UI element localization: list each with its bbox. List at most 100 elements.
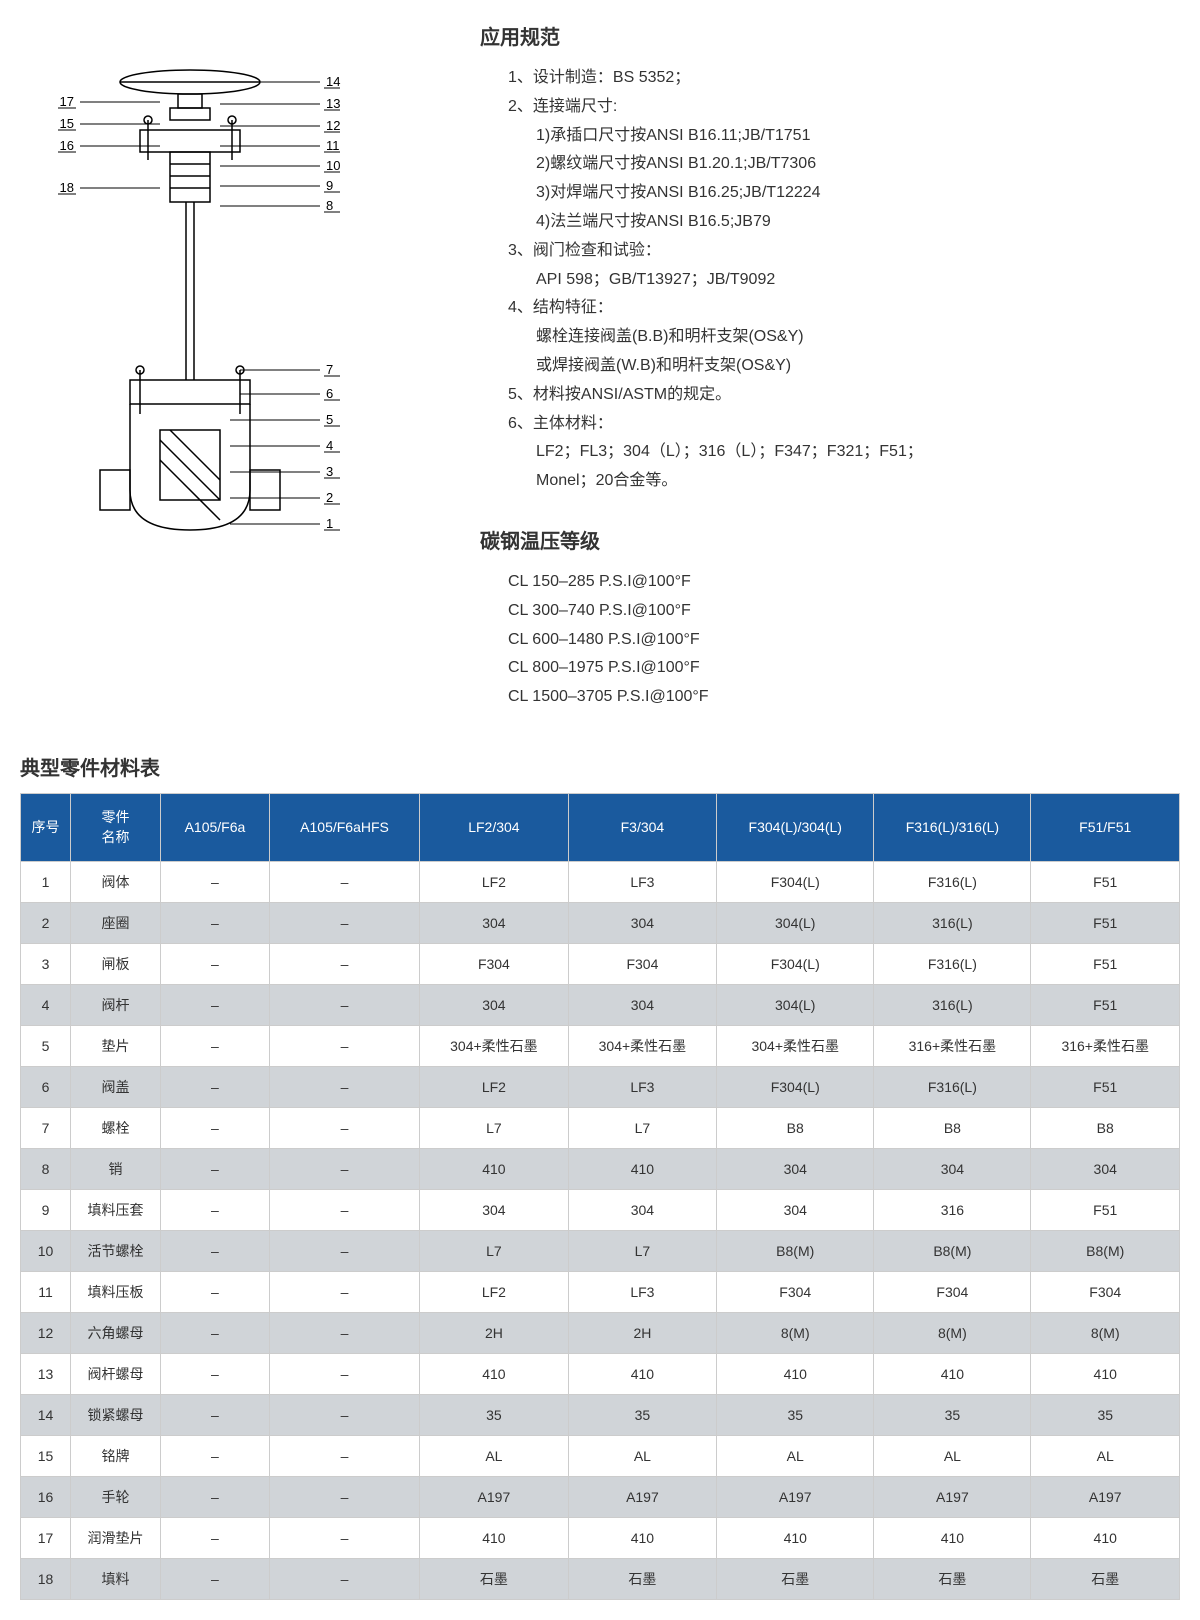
table-cell: F51 xyxy=(1031,944,1180,985)
table-row: 4阀杆––304304304(L)316(L)F51 xyxy=(21,985,1180,1026)
callout-label: 13 xyxy=(326,96,340,111)
table-cell: 35 xyxy=(420,1395,569,1436)
table-cell: – xyxy=(161,1395,270,1436)
table-row: 18填料––石墨石墨石墨石墨石墨 xyxy=(21,1559,1180,1600)
table-cell: – xyxy=(269,1436,419,1477)
table-cell: 活节螺栓 xyxy=(71,1231,161,1272)
table-cell: LF3 xyxy=(568,1272,717,1313)
spec-subitem: Monel；20合金等。 xyxy=(480,467,1180,496)
table-header: 零件名称 xyxy=(71,793,161,861)
table-cell: 316 xyxy=(874,1190,1031,1231)
temp-line: CL 1500–3705 P.S.I@100°F xyxy=(480,683,1180,712)
table-cell: A197 xyxy=(568,1477,717,1518)
callout-label: 14 xyxy=(326,74,340,89)
table-cell: – xyxy=(269,944,419,985)
spec-item: 5、材料按ANSI/ASTM的规定。 xyxy=(480,381,1180,410)
spec-item: 3、阀门检查和试验： xyxy=(480,237,1180,266)
table-cell: – xyxy=(269,1026,419,1067)
table-cell: 410 xyxy=(874,1354,1031,1395)
table-cell: F316(L) xyxy=(874,1067,1031,1108)
table-row: 5垫片––304+柔性石墨304+柔性石墨304+柔性石墨316+柔性石墨316… xyxy=(21,1026,1180,1067)
spec-item: 6、主体材料： xyxy=(480,410,1180,439)
table-cell: LF3 xyxy=(568,862,717,903)
spec-subitem: 3)对焊端尺寸按ANSI B16.25;JB/T12224 xyxy=(480,179,1180,208)
table-cell: F51 xyxy=(1031,862,1180,903)
table-header: LF2/304 xyxy=(420,793,569,861)
table-cell: L7 xyxy=(568,1108,717,1149)
table-cell: – xyxy=(161,1354,270,1395)
table-cell: – xyxy=(161,1190,270,1231)
table-cell: – xyxy=(161,1477,270,1518)
callout-label: 8 xyxy=(326,198,333,213)
spec-subitem: 1)承插口尺寸按ANSI B16.11;JB/T1751 xyxy=(480,122,1180,151)
table-row: 11填料压板––LF2LF3F304F304F304 xyxy=(21,1272,1180,1313)
table-row: 6阀盖––LF2LF3F304(L)F316(L)F51 xyxy=(21,1067,1180,1108)
table-cell: 阀杆螺母 xyxy=(71,1354,161,1395)
table-cell: 304+柔性石墨 xyxy=(717,1026,874,1067)
table-cell: F51 xyxy=(1031,1190,1180,1231)
table-cell: A197 xyxy=(420,1477,569,1518)
table-cell: – xyxy=(269,1149,419,1190)
table-cell: 304 xyxy=(420,1190,569,1231)
table-cell: F304 xyxy=(1031,1272,1180,1313)
table-cell: L7 xyxy=(420,1108,569,1149)
spec-subitem: API 598；GB/T13927；JB/T9092 xyxy=(480,266,1180,295)
spec-subitem: LF2；FL3；304（L）；316（L）；F347；F321；F51； xyxy=(480,438,1180,467)
table-cell: A197 xyxy=(874,1477,1031,1518)
table-row: 8销––410410304304304 xyxy=(21,1149,1180,1190)
table-cell: 13 xyxy=(21,1354,71,1395)
table-cell: – xyxy=(161,1108,270,1149)
table-cell: 17 xyxy=(21,1518,71,1559)
table-cell: – xyxy=(161,862,270,903)
table-cell: – xyxy=(161,1559,270,1600)
table-header: F3/304 xyxy=(568,793,717,861)
table-cell: 304 xyxy=(874,1149,1031,1190)
table-cell: LF2 xyxy=(420,862,569,903)
table-cell: 35 xyxy=(717,1395,874,1436)
table-cell: 304+柔性石墨 xyxy=(568,1026,717,1067)
table-cell: 2 xyxy=(21,903,71,944)
table-row: 12六角螺母––2H2H8(M)8(M)8(M) xyxy=(21,1313,1180,1354)
table-cell: B8(M) xyxy=(1031,1231,1180,1272)
table-cell: F51 xyxy=(1031,903,1180,944)
table-cell: AL xyxy=(874,1436,1031,1477)
specs-title: 应用规范 xyxy=(480,20,1180,56)
table-cell: LF2 xyxy=(420,1067,569,1108)
table-cell: 410 xyxy=(420,1354,569,1395)
table-cell: AL xyxy=(420,1436,569,1477)
table-cell: 10 xyxy=(21,1231,71,1272)
table-cell: F304(L) xyxy=(717,944,874,985)
table-cell: 410 xyxy=(1031,1354,1180,1395)
table-row: 16手轮––A197A197A197A197A197 xyxy=(21,1477,1180,1518)
table-cell: 35 xyxy=(1031,1395,1180,1436)
table-cell: 石墨 xyxy=(568,1559,717,1600)
table-cell: B8(M) xyxy=(874,1231,1031,1272)
spec-subitem: 2)螺纹端尺寸按ANSI B1.20.1;JB/T7306 xyxy=(480,150,1180,179)
table-cell: – xyxy=(269,1190,419,1231)
temp-title: 碳钢温压等级 xyxy=(480,524,1180,560)
table-cell: 304 xyxy=(568,903,717,944)
table-cell: 35 xyxy=(874,1395,1031,1436)
table-cell: – xyxy=(269,1354,419,1395)
callout-label: 11 xyxy=(326,138,340,153)
table-cell: F316(L) xyxy=(874,862,1031,903)
callout-label: 4 xyxy=(326,438,333,453)
table-cell: 铭牌 xyxy=(71,1436,161,1477)
table-cell: AL xyxy=(1031,1436,1180,1477)
table-cell: 7 xyxy=(21,1108,71,1149)
table-cell: – xyxy=(269,1231,419,1272)
table-row: 2座圈––304304304(L)316(L)F51 xyxy=(21,903,1180,944)
callout-label: 2 xyxy=(326,490,333,505)
table-cell: B8 xyxy=(1031,1108,1180,1149)
table-header: A105/F6aHFS xyxy=(269,793,419,861)
table-cell: 304 xyxy=(568,1190,717,1231)
table-cell: LF2 xyxy=(420,1272,569,1313)
table-cell: – xyxy=(269,903,419,944)
table-cell: 8 xyxy=(21,1149,71,1190)
table-cell: 410 xyxy=(717,1354,874,1395)
table-cell: AL xyxy=(568,1436,717,1477)
temp-line: CL 800–1975 P.S.I@100°F xyxy=(480,654,1180,683)
table-cell: 8(M) xyxy=(1031,1313,1180,1354)
table-row: 1阀体––LF2LF3F304(L)F316(L)F51 xyxy=(21,862,1180,903)
callout-label: 15 xyxy=(60,116,74,131)
